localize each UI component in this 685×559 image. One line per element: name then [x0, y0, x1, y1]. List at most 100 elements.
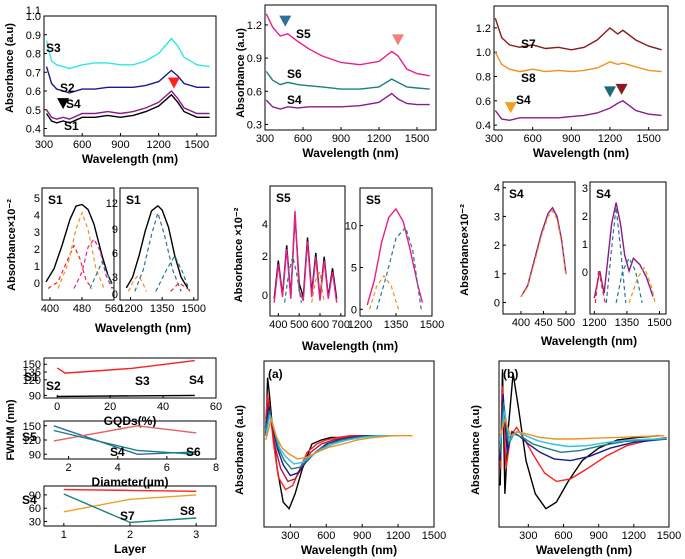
fwhm-gqds-series-S1-S4: [56, 359, 195, 374]
mid-4-ytick-label: 0: [351, 304, 357, 316]
mid-3-xtick-label: 700: [332, 319, 350, 331]
panel-b-xtick-label: 300: [519, 530, 537, 542]
mid-2-series-g3: [155, 254, 191, 292]
top-right-series-S4: [494, 99, 662, 122]
mid-6-xtick-label: 1500: [647, 317, 671, 329]
top-middle-series-S5: [265, 13, 430, 77]
mid-4-label: S5: [366, 193, 381, 207]
fwhm-diameter-ytick-label: 90: [29, 449, 41, 461]
top-right-series-S7: [494, 17, 662, 51]
mid-6-frame: [589, 181, 667, 315]
series-label: S5: [296, 27, 311, 41]
fwhm-gqds-xtick-label: 20: [104, 401, 116, 413]
top-middle-series-S6: [265, 70, 430, 90]
fwhm-layer-series-orange: [63, 494, 197, 513]
mid-5-xtick-label: 500: [557, 317, 575, 329]
top-left-ytick-label: 1.0: [26, 11, 41, 23]
fwhm-layer-ytick-label: 30: [29, 517, 41, 529]
mid-5-xtick-label: 450: [534, 317, 552, 329]
fwhm-layer-xlabel: Layer: [114, 542, 146, 556]
panel-b-frame: [498, 360, 670, 528]
mid-1-ytick-label: 2: [34, 244, 40, 256]
fwhm-point-label: S8: [180, 504, 195, 518]
top-right-ytick-label: 1.2: [476, 23, 491, 35]
mid-6-label: S4: [596, 187, 611, 201]
panel-a-label: (a): [268, 367, 283, 381]
fwhm-gqds-ytick-label: 90: [29, 390, 41, 402]
mid-2-ytick-label: 9: [112, 224, 118, 236]
chart-top-left: 300 600 900 1200 1500 0.4 0.5 0.6 0.7 0.8 0.9 1.01.…: [26, 5, 217, 166]
fwhm-point-label: S4: [22, 493, 37, 507]
mid-1-series-fit: [45, 203, 113, 284]
panel-a-series-orange: [265, 416, 413, 460]
fwhm-point-label: S6: [186, 445, 201, 459]
top-left-series-S3: [45, 37, 210, 70]
mid-1-series-g3: [73, 237, 113, 289]
panel-a-frame: [263, 360, 435, 528]
top-right-ytick-label: 0.4: [476, 120, 491, 132]
top-middle-marker: [279, 15, 292, 27]
mid-3-ytick-label: 0: [262, 290, 268, 302]
fwhm-diameter-xlabel: Diameter(µm): [92, 475, 169, 489]
mid-5-xtick-label: 400: [512, 317, 530, 329]
ylabel-panel-b: Absorbance (a.u): [470, 405, 482, 495]
chart-panel-a: 300 600 900 1200 1500 Wavelength (nm): [263, 360, 446, 557]
top-middle-xtick-label: 1500: [405, 133, 429, 145]
top-right-xtick-label: 1500: [636, 133, 660, 145]
mid-5-ytick-label: 1: [494, 269, 500, 281]
panel-a-xtick-label: 600: [317, 530, 335, 542]
mid-6-series-g3: [615, 256, 643, 304]
top-left-ytick-label: 0.5: [26, 105, 41, 117]
mid-2-ytick-label: 3: [112, 272, 118, 284]
top-right-series-S8: [494, 51, 662, 73]
fwhm-layer-xtick-label: 1: [61, 529, 67, 541]
mid-1-xtick-label: 400: [41, 303, 59, 315]
fwhm-diameter-xtick-label: 4: [115, 462, 121, 474]
mid-1-series-g1: [47, 244, 93, 290]
fwhm-gqds-ytick-label: 135: [23, 367, 41, 379]
top-middle-xtick-label: 1200: [367, 133, 391, 145]
series-label: S8: [521, 71, 536, 85]
mid-2-ytick-label: 0: [112, 289, 118, 301]
fwhm-layer-series-red: [63, 488, 197, 492]
mid-3-frame: [269, 185, 346, 317]
fwhm-layer-ytick-label: 60: [29, 503, 41, 515]
fwhm-point-label: S1: [24, 370, 39, 384]
top-right-marker: [504, 102, 517, 114]
panel-b-series-teal: [499, 402, 667, 454]
fwhm-layer-xtick-label: 2: [127, 529, 133, 541]
mid-1-xtick-label: 480: [73, 303, 91, 315]
mid-6-xtick-label: 1200: [582, 317, 606, 329]
ylabel-mid-left: Absorbance×10⁻²: [6, 199, 18, 291]
series-label: S4: [66, 97, 81, 111]
fwhm-diameter-series-red: [53, 425, 197, 442]
mid-1-label: S1: [48, 193, 63, 207]
chart-top-right: 300 600 900 1200 1500 0.4 0.6 0.8 1.0 1.2 Waveleng…: [476, 5, 669, 160]
panel-a-xlabel: Wavelength (nm): [301, 543, 397, 557]
mid-5-ytick-label: 2: [494, 240, 500, 252]
mid-1-series-g4: [89, 260, 114, 289]
top-right-xlabel: Wavelength (nm): [533, 146, 629, 160]
top-right-marker: [604, 86, 616, 98]
panel-b-xtick-label: 1200: [622, 530, 646, 542]
top-middle-marker: [392, 34, 404, 46]
mid-3-xtick-label: 400: [269, 319, 287, 331]
top-right-frame: [493, 5, 669, 131]
mid-4-xtick-label: 1500: [420, 319, 444, 331]
mid-1-ytick-label: 0: [34, 278, 40, 290]
fwhm-gqds-ytick-label: 120: [23, 375, 41, 387]
mid-5-frame: [502, 181, 576, 315]
mid-2-xtick-label: 1500: [182, 303, 206, 315]
top-left-xtick-label: 900: [111, 139, 129, 151]
top-middle-ytick-label: 0.3: [247, 119, 262, 131]
top-left-xtick-label: 300: [35, 139, 53, 151]
mid-5-ytick-label: 0: [494, 298, 500, 310]
top-right-marker: [615, 83, 628, 95]
mid-6-ytick-label: 3: [582, 183, 588, 195]
mid-2-series-g1: [127, 274, 147, 292]
series-label: S2: [60, 81, 75, 95]
mid-1-ytick-label: 5: [34, 193, 40, 205]
mid-2-ytick-label: 6: [112, 248, 118, 260]
top-middle-series-S4: [265, 92, 430, 110]
